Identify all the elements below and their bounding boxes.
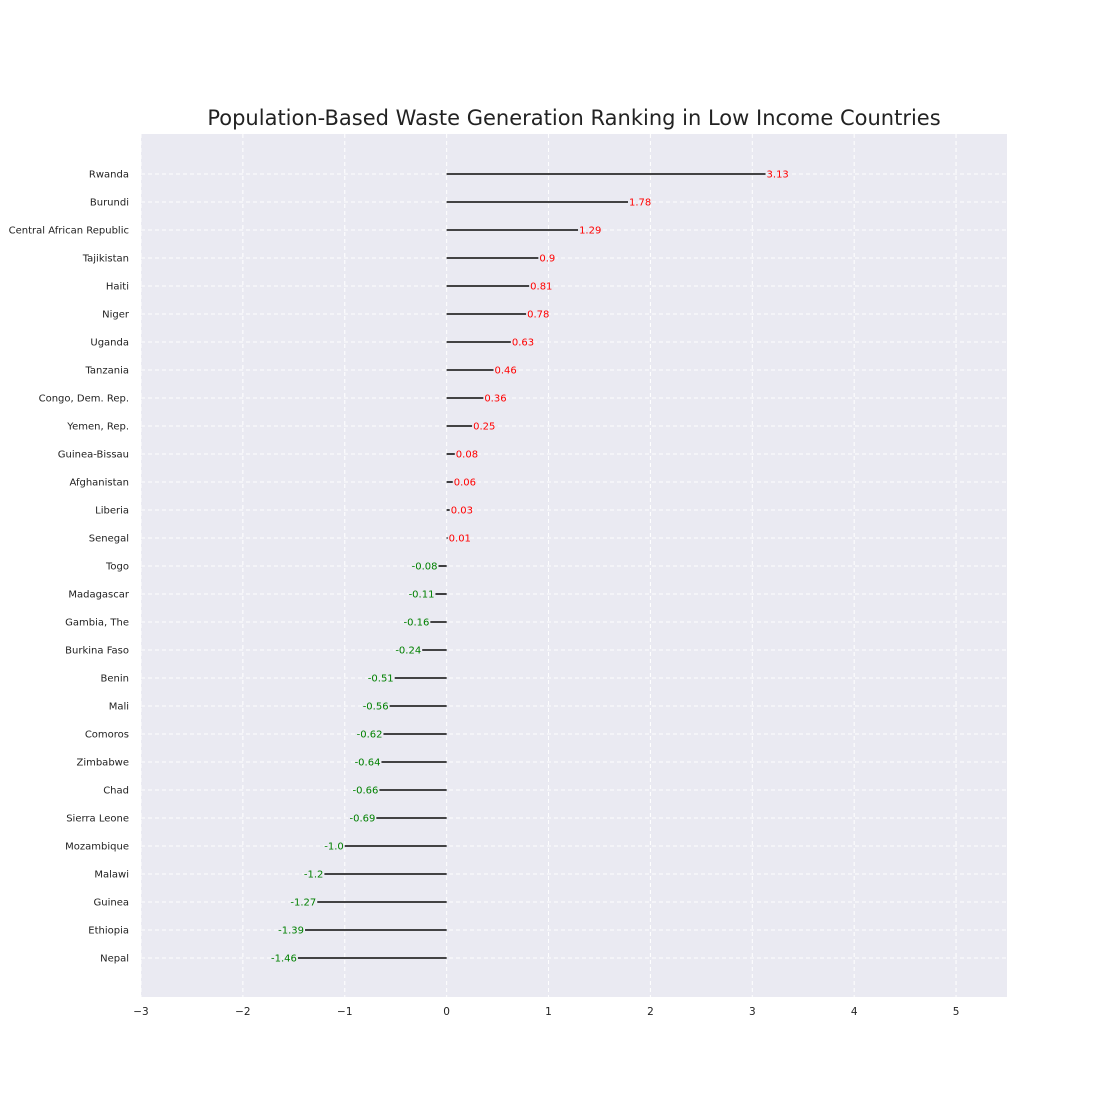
data-label: 0.06: [454, 478, 476, 489]
data-label: -0.11: [409, 590, 435, 601]
x-tick-label: −1: [337, 1006, 352, 1018]
data-label: -0.16: [403, 618, 429, 629]
x-tick-label: −2: [235, 1006, 250, 1018]
data-label: 0.01: [449, 534, 471, 545]
y-tick-label: Sierra Leone: [66, 814, 129, 825]
y-tick-label: Guinea: [94, 898, 129, 909]
y-tick-label: Liberia: [95, 506, 129, 517]
y-tick-label: Malawi: [94, 870, 129, 881]
data-label: -1.27: [290, 898, 316, 909]
data-label: -1.46: [271, 954, 297, 965]
data-label: 0.03: [451, 506, 473, 517]
chart-title: Population-Based Waste Generation Rankin…: [207, 106, 941, 130]
x-tick-label: 2: [647, 1006, 654, 1018]
y-tick-label: Mozambique: [65, 842, 129, 853]
y-tick-label: Guinea-Bissau: [58, 450, 129, 461]
data-label: 0.63: [512, 338, 534, 349]
y-tick-label: Zimbabwe: [76, 758, 129, 769]
y-tick-label: Rwanda: [89, 170, 129, 181]
x-tick-label: 5: [953, 1006, 960, 1018]
data-label: -0.69: [349, 814, 375, 825]
data-label: 0.08: [456, 450, 478, 461]
y-tick-label: Gambia, The: [65, 618, 129, 629]
data-label: -1.2: [304, 870, 324, 881]
data-label: 0.25: [473, 422, 495, 433]
y-tick-label: Haiti: [106, 282, 129, 293]
y-tick-label: Yemen, Rep.: [66, 422, 129, 433]
x-tick-label: 4: [851, 1006, 858, 1018]
data-label: 0.36: [484, 394, 506, 405]
y-tick-label: Congo, Dem. Rep.: [39, 394, 129, 405]
data-label: -1.0: [324, 842, 344, 853]
y-tick-label: Burundi: [90, 198, 129, 209]
data-label: -0.56: [363, 702, 389, 713]
y-tick-label: Tajikistan: [82, 254, 129, 265]
y-tick-label: Mali: [109, 702, 129, 713]
data-label: -0.08: [412, 562, 438, 573]
y-tick-label: Burkina Faso: [65, 646, 129, 657]
data-label: 0.81: [530, 282, 552, 293]
x-tick-label: 1: [545, 1006, 552, 1018]
x-tick-label: 0: [443, 1006, 450, 1018]
y-tick-label: Benin: [101, 674, 129, 685]
y-tick-label: Ethiopia: [88, 926, 129, 937]
data-label: 1.29: [579, 226, 601, 237]
data-label: 3.13: [767, 170, 789, 181]
data-label: -0.64: [355, 758, 381, 769]
y-tick-label: Togo: [105, 562, 129, 573]
data-label: -0.62: [357, 730, 383, 741]
y-tick-label: Senegal: [89, 534, 129, 545]
data-label: 1.78: [629, 198, 651, 209]
data-label: 0.46: [495, 366, 517, 377]
y-tick-label: Chad: [103, 786, 129, 797]
y-tick-label: Central African Republic: [9, 226, 129, 237]
x-tick-label: 3: [749, 1006, 756, 1018]
data-label: -0.51: [368, 674, 394, 685]
data-label: -0.24: [395, 646, 421, 657]
x-tick-label: −3: [133, 1006, 148, 1018]
y-tick-label: Nepal: [100, 954, 129, 965]
y-tick-label: Comoros: [85, 730, 129, 741]
y-tick-label: Niger: [102, 310, 130, 321]
data-label: 0.9: [539, 254, 555, 265]
y-tick-label: Madagascar: [68, 590, 130, 601]
y-tick-label: Tanzania: [84, 366, 129, 377]
data-label: 0.78: [527, 310, 549, 321]
data-label: -1.39: [278, 926, 304, 937]
data-label: -0.66: [353, 786, 379, 797]
y-tick-label: Afghanistan: [69, 478, 129, 489]
y-tick-label: Uganda: [90, 338, 129, 349]
